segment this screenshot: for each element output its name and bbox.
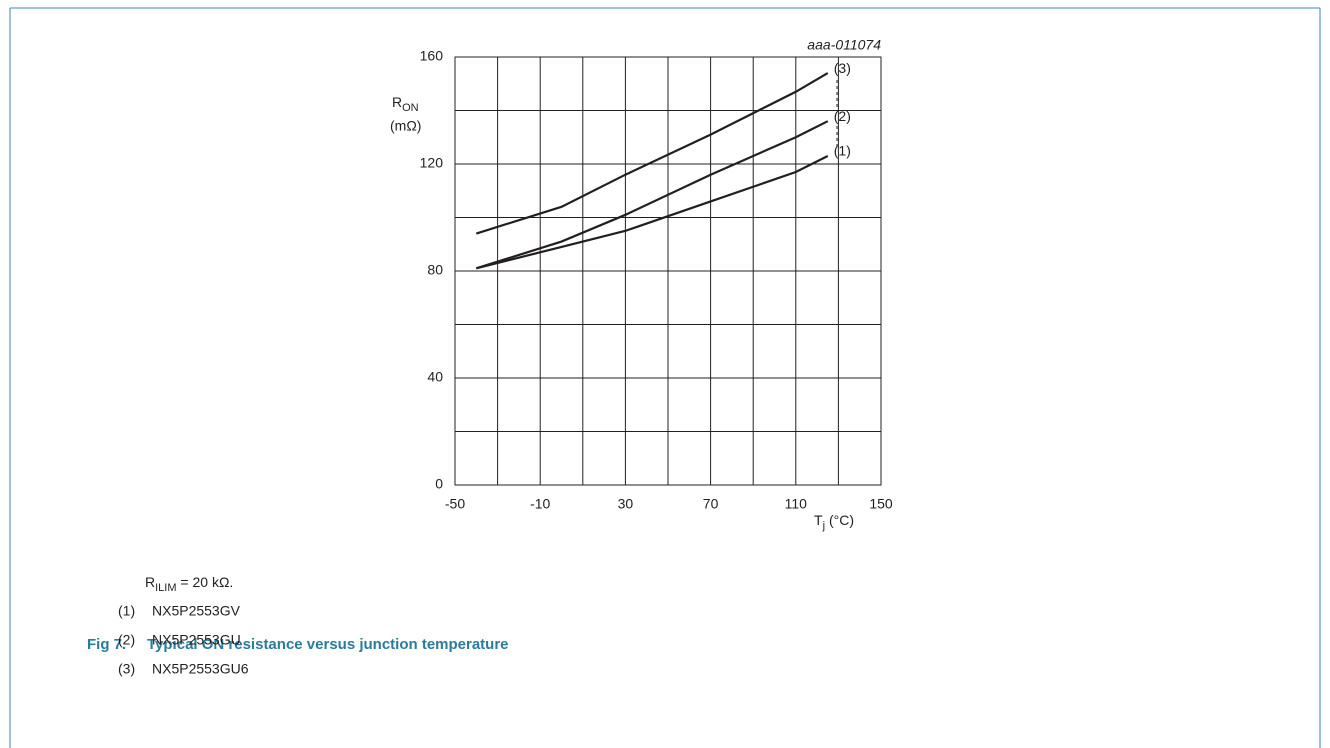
annotation: aaa-011074 bbox=[807, 37, 881, 53]
x-tick-label: -50 bbox=[445, 496, 465, 512]
x-tick-label: -10 bbox=[530, 496, 550, 512]
note-label: (2) bbox=[118, 632, 135, 648]
curve-label: (2) bbox=[834, 108, 851, 124]
curve bbox=[475, 72, 829, 235]
y-tick-label: 0 bbox=[435, 476, 443, 492]
x-label-unit: (°C) bbox=[829, 512, 854, 528]
y-label-sub: ON bbox=[402, 102, 419, 114]
curve-label: (1) bbox=[834, 143, 851, 159]
y-tick-label: 160 bbox=[420, 48, 444, 64]
cond-rest: = 20 kΩ. bbox=[177, 574, 234, 590]
x-tick-label: 150 bbox=[869, 496, 893, 512]
y-tick-label: 40 bbox=[427, 369, 443, 385]
x-label-sub: j bbox=[822, 520, 825, 532]
y-axis-label: RON bbox=[392, 94, 419, 114]
note-name: NX5P2553GU bbox=[152, 632, 241, 648]
x-tick-label: 110 bbox=[785, 496, 808, 512]
y-tick-label: 80 bbox=[427, 262, 443, 278]
note-label: (1) bbox=[118, 603, 135, 619]
cond-main: R bbox=[145, 574, 155, 590]
figure-title: Typical ON resistance versus junction te… bbox=[147, 636, 509, 653]
figure-number: Fig 7. bbox=[87, 636, 126, 653]
note-name: NX5P2553GU6 bbox=[152, 661, 249, 677]
y-label-main: R bbox=[392, 94, 402, 110]
curve bbox=[476, 154, 829, 270]
cond-sub: ILIM bbox=[155, 582, 176, 594]
x-tick-label: 70 bbox=[703, 496, 719, 512]
curve-label: (3) bbox=[834, 60, 851, 76]
x-axis-label: Tj (°C) bbox=[814, 512, 854, 532]
condition: RILIM = 20 kΩ. bbox=[145, 574, 233, 594]
curve bbox=[475, 120, 829, 270]
note-label: (3) bbox=[118, 661, 135, 677]
x-tick-label: 30 bbox=[618, 496, 634, 512]
y-tick-label: 120 bbox=[420, 155, 444, 171]
note-name: NX5P2553GV bbox=[152, 603, 241, 619]
y-axis-unit: (mΩ) bbox=[390, 118, 421, 134]
x-label-main: T bbox=[814, 512, 823, 528]
